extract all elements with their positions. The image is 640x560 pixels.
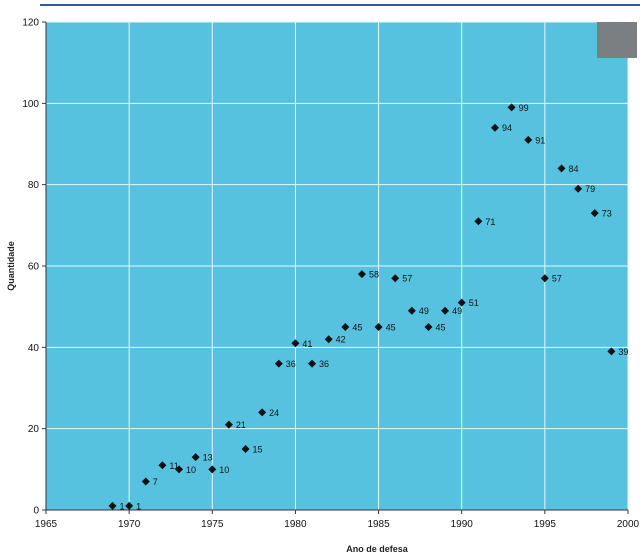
data-point — [507, 103, 516, 112]
grid-lines — [42, 21, 629, 514]
y-tick-labels: 0 20 40 60 80 100 120 — [22, 18, 39, 517]
data-label: 99 — [519, 103, 529, 113]
data-point — [490, 123, 499, 132]
data-label: 84 — [568, 164, 578, 174]
data-point — [324, 335, 333, 344]
axes — [45, 22, 628, 511]
data-point — [590, 209, 599, 218]
x-tick-label: 1995 — [534, 519, 557, 530]
data-label: 49 — [452, 306, 462, 316]
data-label: 13 — [203, 453, 213, 463]
y-tick-label: 0 — [33, 506, 39, 517]
data-label: 73 — [602, 209, 612, 219]
top-border-line — [40, 4, 640, 6]
data-label: 21 — [236, 420, 246, 430]
y-tick-label: 100 — [22, 99, 39, 110]
data-point — [574, 184, 583, 193]
data-point — [208, 465, 217, 474]
data-point — [191, 453, 200, 462]
data-label: 45 — [386, 323, 396, 333]
x-tick-label: 1985 — [367, 519, 390, 530]
x-tick-label: 1965 — [35, 519, 58, 530]
data-label: 15 — [253, 445, 263, 455]
data-point — [141, 477, 150, 486]
y-tick-label: 60 — [28, 262, 40, 273]
data-points — [108, 103, 616, 510]
data-label: 45 — [352, 323, 362, 333]
y-axis-title: Quantidade — [6, 241, 16, 291]
data-label: 36 — [319, 359, 329, 369]
data-point — [308, 359, 317, 368]
data-label: 79 — [585, 184, 595, 194]
data-label: 10 — [186, 465, 196, 475]
data-label: 39 — [618, 347, 628, 357]
corner-gray-block — [597, 22, 637, 58]
data-point — [291, 339, 300, 348]
data-point — [524, 135, 533, 144]
data-point — [374, 323, 383, 331]
data-label: 10 — [219, 465, 229, 475]
data-point — [457, 298, 466, 307]
data-label: 91 — [535, 135, 545, 145]
data-point — [607, 347, 616, 356]
data-point — [258, 408, 267, 417]
data-label: 24 — [269, 408, 279, 418]
data-label: 71 — [485, 217, 495, 227]
data-label: 42 — [336, 335, 346, 345]
data-label: 57 — [552, 274, 562, 284]
data-label: 45 — [435, 323, 445, 333]
data-label: 49 — [419, 306, 429, 316]
data-point — [424, 323, 433, 331]
data-point — [125, 501, 134, 510]
data-point — [274, 359, 283, 368]
x-tick-labels: 1965 1970 1975 1980 1985 1990 1995 2000 — [35, 519, 640, 530]
data-point — [341, 323, 350, 331]
data-label: 36 — [286, 359, 296, 369]
x-tick-label: 2000 — [617, 519, 640, 530]
data-point — [158, 461, 167, 470]
data-label: 7 — [153, 477, 158, 487]
data-point — [557, 164, 566, 173]
data-label: 58 — [369, 270, 379, 280]
x-tick-label: 1980 — [284, 519, 307, 530]
data-label: 11 — [169, 461, 178, 471]
data-point — [175, 465, 184, 474]
data-point — [540, 274, 549, 283]
data-point — [224, 420, 233, 429]
data-point — [357, 270, 366, 279]
data-label: 94 — [502, 123, 512, 133]
data-point — [241, 445, 250, 453]
y-tick-label: 20 — [28, 424, 40, 435]
data-point — [391, 274, 400, 283]
data-label: 41 — [302, 339, 312, 349]
data-point — [407, 306, 416, 315]
x-tick-label: 1990 — [451, 519, 474, 530]
y-tick-label: 80 — [28, 180, 40, 191]
data-point — [474, 217, 483, 226]
data-label: 1 — [120, 501, 125, 511]
data-point — [108, 501, 117, 510]
y-tick-label: 120 — [22, 18, 39, 29]
data-point — [441, 306, 450, 315]
data-label: 1 — [136, 501, 141, 511]
x-tick-label: 1970 — [118, 519, 141, 530]
data-label: 57 — [402, 274, 412, 284]
x-axis-title: Ano de defesa — [346, 544, 409, 554]
x-tick-label: 1975 — [201, 519, 224, 530]
y-tick-label: 40 — [28, 343, 40, 354]
data-label: 51 — [469, 298, 479, 308]
